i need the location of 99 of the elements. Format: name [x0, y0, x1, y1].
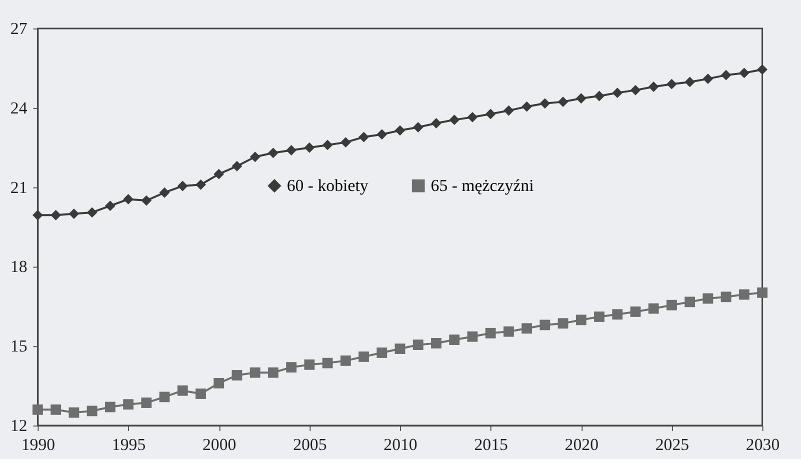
point — [250, 152, 260, 162]
point — [196, 388, 206, 399]
point — [141, 195, 152, 206]
point — [630, 306, 641, 317]
point — [431, 338, 442, 348]
point — [268, 148, 278, 158]
x-tick-label: 2005 — [293, 434, 327, 454]
point — [684, 296, 696, 308]
point — [503, 105, 514, 116]
point — [286, 362, 297, 373]
point — [757, 287, 768, 298]
point — [86, 406, 98, 416]
point — [412, 340, 424, 350]
point — [684, 76, 696, 88]
point — [630, 84, 641, 96]
point — [648, 303, 659, 314]
point — [522, 323, 532, 334]
point — [449, 334, 460, 345]
point — [340, 137, 351, 148]
point — [576, 314, 586, 326]
point — [576, 93, 586, 104]
point — [250, 367, 260, 378]
point — [702, 74, 714, 84]
point — [540, 320, 550, 330]
point — [503, 326, 514, 337]
y-tick-label: 15 — [10, 336, 28, 356]
x-tick-label: 2025 — [655, 434, 690, 454]
legend-label: 65 - mężczyźni — [430, 176, 534, 195]
point — [485, 328, 496, 338]
point — [123, 399, 134, 410]
point — [141, 398, 152, 408]
point — [358, 352, 369, 362]
point — [594, 90, 604, 102]
point — [394, 344, 406, 354]
x-tick-label: 2015 — [474, 434, 508, 454]
point — [648, 82, 659, 92]
y-tick-label: 24 — [10, 98, 28, 118]
point — [449, 114, 460, 126]
point — [340, 355, 351, 366]
point — [485, 108, 496, 120]
point — [666, 78, 677, 90]
point — [68, 208, 80, 219]
point — [467, 112, 478, 122]
point — [376, 348, 388, 358]
point — [612, 309, 623, 320]
point — [86, 207, 98, 218]
x-tick-label: 1995 — [112, 434, 146, 454]
x-tick-label: 1990 — [21, 434, 56, 454]
point — [720, 70, 732, 80]
y-tick-label: 27 — [10, 18, 28, 38]
point — [522, 101, 532, 112]
x-tick-label: 2010 — [384, 434, 418, 454]
point — [376, 129, 388, 140]
point — [268, 367, 278, 378]
point — [304, 142, 315, 153]
y-tick-label: 18 — [10, 257, 28, 276]
x-tick-label: 2000 — [202, 434, 236, 454]
point — [467, 331, 478, 342]
point — [394, 125, 406, 136]
point — [558, 96, 568, 108]
point — [104, 200, 116, 212]
point — [612, 88, 623, 98]
legend-label: 60 - kobiety — [286, 176, 369, 195]
point — [32, 404, 43, 415]
y-tick-label: 21 — [10, 178, 28, 197]
point — [214, 168, 224, 180]
point — [738, 68, 750, 78]
point — [304, 359, 315, 370]
point — [232, 370, 242, 380]
point — [196, 179, 206, 190]
point — [159, 187, 170, 198]
point — [104, 402, 116, 412]
y-tick-label: 12 — [10, 416, 28, 435]
point — [32, 210, 43, 220]
point — [738, 289, 750, 300]
point — [50, 404, 62, 415]
point — [68, 407, 80, 418]
point — [594, 312, 604, 322]
x-tick-label: 2030 — [746, 434, 780, 454]
point — [214, 378, 224, 388]
point — [757, 64, 768, 75]
point — [358, 132, 369, 142]
point — [286, 145, 297, 156]
point — [322, 140, 333, 150]
point — [702, 293, 714, 304]
point — [558, 318, 568, 329]
point — [412, 122, 424, 132]
point — [123, 194, 134, 204]
point — [540, 98, 550, 109]
point — [720, 292, 732, 302]
point — [177, 180, 188, 192]
x-tick-label: 2020 — [564, 434, 599, 454]
point — [159, 392, 170, 402]
point — [232, 160, 242, 172]
point — [431, 118, 442, 128]
point — [177, 385, 188, 396]
point — [666, 300, 677, 310]
point — [322, 358, 333, 368]
point — [50, 210, 62, 220]
